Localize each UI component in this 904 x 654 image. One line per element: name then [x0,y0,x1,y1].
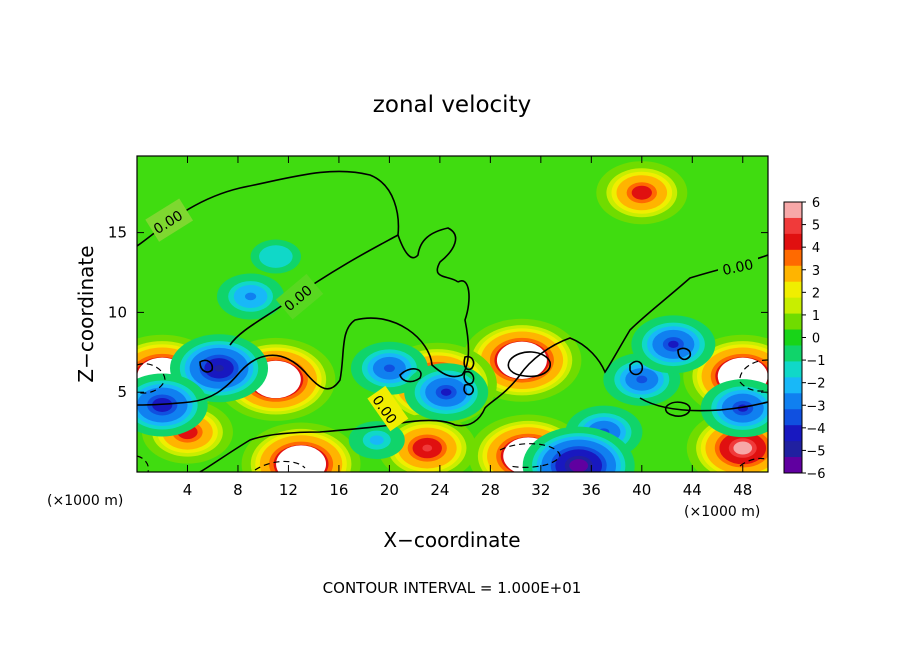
heat-blob [383,364,395,373]
heat-blob [636,375,648,384]
x-tick-label: 44 [683,481,702,499]
colorbar-swatch [784,281,802,299]
colorbar-tick-label: −5 [806,444,825,459]
colorbar-swatch [784,457,802,474]
x-tick-label: 20 [380,481,399,499]
contour-closed-line [629,360,644,376]
contour-dashed-line [499,443,561,468]
contour-dashed-line [137,363,166,394]
contour-dashed-line [739,457,768,467]
colorbar-tick-label: 3 [812,264,820,279]
colorbar-swatch [784,393,802,410]
contour-closed-line [463,383,474,396]
x-tick-label: 8 [233,481,243,499]
colorbar-swatch [784,313,802,331]
heat-blob [369,435,384,445]
colorbar-tick-label: −4 [806,422,825,437]
contour-closed-line [199,359,214,373]
heat-blob [574,462,584,469]
x-unit-label-right: (×1000 m) [684,504,760,520]
heat-blob [440,388,452,396]
contour-label: 0.00 [721,257,755,279]
contour-label-mask [145,198,194,242]
heat-blob [668,340,679,348]
colorbar-tick-label: −1 [806,354,825,369]
contour-closed-line [463,370,475,385]
colorbar-tick-label: 2 [812,286,820,301]
heat-blob [636,189,647,197]
y-axis-label: Z−coordinate [74,245,98,382]
colorbar-swatch [784,345,802,362]
contour-label-mask [275,273,324,320]
x-axis-label: X−coordinate [383,528,520,552]
y-axis: 5 10 15 [108,224,768,401]
contour-label-mask [718,257,758,277]
colorbar-swatch [784,441,802,458]
colorbar-swatch [784,409,802,426]
plot-frame [136,155,769,473]
contour-closed-line [664,401,691,417]
heat-blob-saturated [276,445,327,472]
contour-closed-line [463,355,475,371]
colorbar-tick-label: 6 [812,196,820,211]
contour-zero-line [639,397,768,412]
contour-dashed-line [254,460,306,471]
colorbar-swatch [784,425,802,442]
contour-dashed-line [739,359,768,392]
contour-closed-line [507,351,551,378]
heat-blob [422,444,433,452]
x-axis: 4 8 12 16 20 24 28 32 36 40 44 48 [183,156,752,499]
colorbar-swatch [784,377,802,394]
contour-labels: 0.00 0.00 0.00 0.00 [145,198,758,432]
x-tick-label: 24 [430,481,449,499]
contour-interval-note: CONTOUR INTERVAL = 1.000E+01 [323,579,582,597]
x-tick-label: 36 [582,481,601,499]
x-tick-label: 28 [481,481,500,499]
colorbar-swatch [784,265,802,283]
colorbar: 6 5 4 3 2 1 0 −1 −2 −3 −4 −5 −6 [783,196,826,482]
heat-blob [214,364,224,372]
colorbar-swatch [784,297,802,315]
contour-closed-line [677,347,692,361]
y-tick-label: 10 [108,303,127,321]
heat-blob [244,292,257,301]
colorbar-swatch [784,361,802,378]
contour-zero-line [137,280,470,406]
colorbar-tick-label: 1 [812,309,820,324]
colorbar-tick-label: −6 [806,467,825,482]
x-tick-label: 48 [733,481,752,499]
colorbar-tick-label: 0 [812,332,820,347]
x-tick-label: 12 [279,481,298,499]
colorbar-swatch [784,202,802,219]
x-tick-label: 16 [329,481,348,499]
colorbar-tick-label: 5 [812,219,820,234]
colorbar-swatch [784,233,802,251]
x-unit-label-left: (×1000 m) [47,493,123,509]
contour-dashed-lines [137,359,768,472]
colorbar-swatch [784,217,802,235]
colorbar-tick-label: −3 [806,399,825,414]
colorbar-swatch [784,249,802,267]
x-tick-label: 32 [531,481,550,499]
colorbar-tick-label: 4 [812,241,820,256]
colorbar-swatch [784,329,802,346]
y-tick-label: 5 [117,383,127,401]
chart-title: zonal velocity [373,92,531,118]
contour-closed-line [399,368,422,383]
heat-blob [267,250,285,263]
heat-blob [738,444,748,452]
contour-zero-line [199,254,768,472]
colorbar-tick-label: −2 [806,377,825,392]
contour-dashed-line [137,455,150,472]
contour-label-mask [367,385,409,432]
heatmap-field [137,161,768,472]
x-tick-label: 4 [183,481,193,499]
y-tick-label: 15 [108,224,127,242]
x-tick-label: 40 [632,481,651,499]
